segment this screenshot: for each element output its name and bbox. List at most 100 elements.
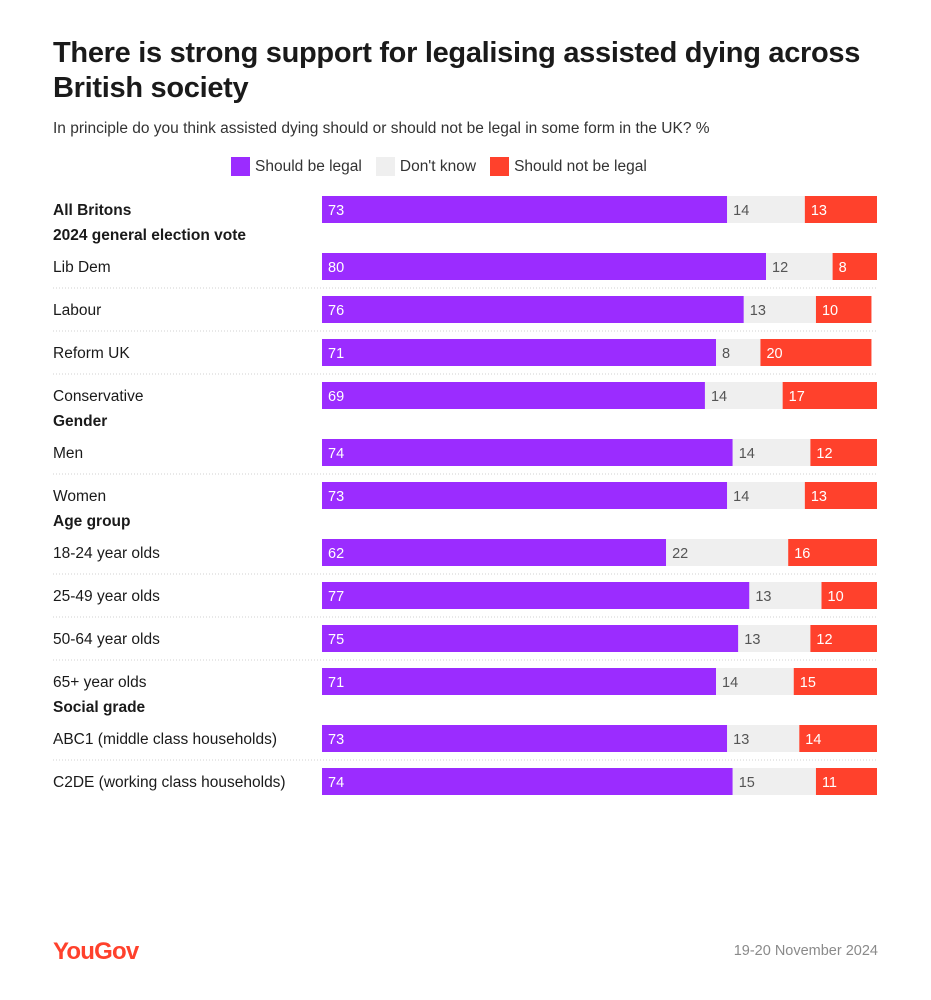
data-label: 15 xyxy=(800,675,816,691)
data-label: 74 xyxy=(328,775,344,791)
bar-segment-dont-know xyxy=(749,582,822,609)
group-heading: 2024 general election vote xyxy=(53,227,246,244)
data-label: 20 xyxy=(766,346,782,362)
row-label: 18-24 year olds xyxy=(53,545,160,562)
chart-subtitle: In principle do you think assisted dying… xyxy=(53,120,710,137)
row-label: Women xyxy=(53,488,106,505)
bar-segment-should-be-legal xyxy=(322,482,728,509)
data-label: 73 xyxy=(328,489,344,505)
legend-swatch-dont-know xyxy=(375,157,395,176)
bar-segment-should-not-be-legal xyxy=(832,253,877,280)
bar-segment-should-be-legal xyxy=(322,196,728,223)
data-label: 14 xyxy=(711,389,727,405)
group-heading: Age group xyxy=(53,513,131,530)
bar-segment-should-be-legal xyxy=(322,253,766,280)
bar-segment-should-not-be-legal xyxy=(788,539,877,566)
bar-segment-should-not-be-legal xyxy=(815,296,872,323)
bar-segment-should-be-legal xyxy=(322,539,667,566)
bar-segment-should-be-legal xyxy=(322,725,728,752)
bar-segment-should-be-legal xyxy=(322,768,733,795)
bar-segment-should-be-legal xyxy=(322,582,750,609)
data-label: 22 xyxy=(672,546,688,562)
data-label: 80 xyxy=(328,260,344,276)
bar-segment-should-be-legal xyxy=(322,296,744,323)
data-label: 62 xyxy=(328,546,344,562)
bar-segment-should-not-be-legal xyxy=(804,196,877,223)
data-label: 15 xyxy=(739,775,755,791)
bar-segment-should-be-legal xyxy=(322,339,717,366)
bar-segment-dont-know xyxy=(732,768,816,795)
bar-segment-dont-know xyxy=(766,253,833,280)
stacked-bar-chart: All Britons 73 14 13 2024 general election v… xyxy=(53,196,877,795)
data-label: 76 xyxy=(328,303,344,319)
data-label: 12 xyxy=(772,260,788,276)
data-label: 8 xyxy=(839,260,847,276)
row-label: Labour xyxy=(53,302,101,319)
data-label: 13 xyxy=(811,203,827,219)
data-label: 12 xyxy=(816,446,832,462)
bar-segment-should-not-be-legal xyxy=(793,668,877,695)
data-label: 14 xyxy=(733,203,749,219)
bar-segment-should-not-be-legal xyxy=(804,482,877,509)
bar-segment-should-be-legal xyxy=(322,382,705,409)
bar-segment-dont-know xyxy=(666,539,789,566)
data-label: 17 xyxy=(789,389,805,405)
bar-segment-should-be-legal xyxy=(322,668,717,695)
data-label: 69 xyxy=(328,389,344,405)
legend-swatch-should-be-legal xyxy=(231,157,250,176)
bar-segment-should-not-be-legal xyxy=(810,625,877,652)
data-label: 11 xyxy=(822,775,837,791)
row-label: C2DE (working class households) xyxy=(53,774,286,791)
data-label: 75 xyxy=(328,632,344,648)
bar-segment-should-not-be-legal xyxy=(760,339,872,366)
bar-segment-should-be-legal xyxy=(322,625,739,652)
row-label: Conservative xyxy=(53,388,143,405)
legend-swatch-should-not-be-legal xyxy=(490,157,510,176)
bar-segment-should-not-be-legal xyxy=(799,725,877,752)
bar-segment-dont-know xyxy=(727,482,805,509)
bar-segment-dont-know xyxy=(743,296,816,323)
data-label: 13 xyxy=(811,489,827,505)
row-label: 50-64 year olds xyxy=(53,631,160,648)
data-label: 10 xyxy=(828,589,844,605)
chart-title: There is strong support for legalising a… xyxy=(53,37,861,104)
row-label: Reform UK xyxy=(53,345,130,362)
data-label: 14 xyxy=(805,732,821,748)
bar-segment-dont-know xyxy=(716,668,794,695)
data-label: 13 xyxy=(733,732,749,748)
bar-segment-should-not-be-legal xyxy=(810,439,877,466)
data-label: 73 xyxy=(328,203,344,219)
row-label: All Britons xyxy=(53,202,131,219)
data-label: 12 xyxy=(816,632,832,648)
bar-segment-dont-know xyxy=(727,725,800,752)
legend-label: Should be legal xyxy=(255,157,362,175)
data-label: 13 xyxy=(744,632,760,648)
data-label: 14 xyxy=(722,675,738,691)
bar-segment-should-not-be-legal xyxy=(782,382,877,409)
data-label: 13 xyxy=(755,589,771,605)
data-label: 16 xyxy=(794,546,810,562)
bar-segment-should-not-be-legal xyxy=(821,582,877,609)
row-label: ABC1 (middle class households) xyxy=(53,731,277,748)
bar-segment-should-be-legal xyxy=(322,439,733,466)
legend-item-should-not-be-legal: Should not be legal xyxy=(490,157,647,176)
data-label: 77 xyxy=(328,589,344,605)
group-heading: Social grade xyxy=(53,699,146,716)
bar-segment-dont-know xyxy=(738,625,811,652)
bar-segment-dont-know xyxy=(727,196,805,223)
bar-segment-dont-know xyxy=(716,339,761,366)
data-label: 13 xyxy=(750,303,766,319)
data-label: 74 xyxy=(328,446,344,462)
row-label: Men xyxy=(53,445,83,462)
group-heading: Gender xyxy=(53,413,107,430)
data-label: 71 xyxy=(328,346,344,362)
data-label: 71 xyxy=(328,675,344,691)
legend-label: Should not be legal xyxy=(514,157,647,175)
data-label: 14 xyxy=(739,446,755,462)
bar-segment-dont-know xyxy=(704,382,783,409)
bar-segment-should-not-be-legal xyxy=(815,768,877,795)
data-label: 8 xyxy=(722,346,730,362)
survey-date: 19-20 November 2024 xyxy=(733,943,878,959)
data-label: 14 xyxy=(733,489,749,505)
data-label: 73 xyxy=(328,732,344,748)
